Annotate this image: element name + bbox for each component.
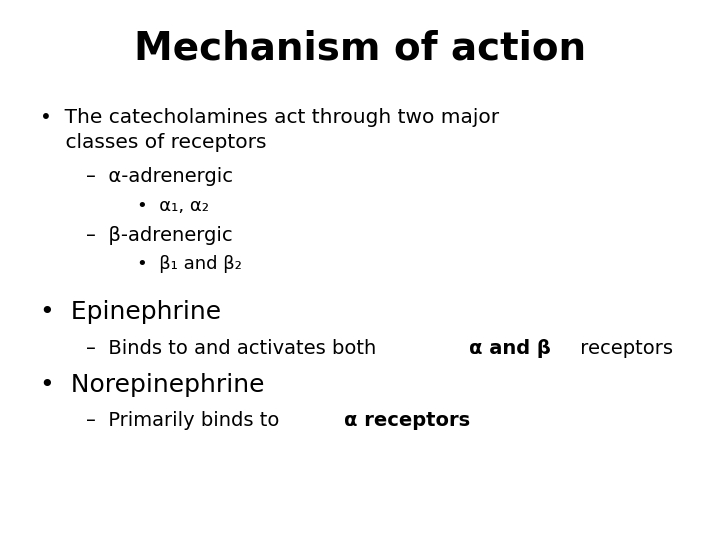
Text: –  Binds to and activates both: – Binds to and activates both [86,339,383,358]
Text: •  β₁ and β₂: • β₁ and β₂ [137,255,242,273]
Text: receptors: receptors [575,339,673,358]
Text: –  Primarily binds to: – Primarily binds to [86,411,286,430]
Text: •  Epinephrine: • Epinephrine [40,300,221,323]
Text: •  Norepinephrine: • Norepinephrine [40,373,264,396]
Text: α receptors: α receptors [344,411,470,430]
Text: •  The catecholamines act through two major
    classes of receptors: • The catecholamines act through two maj… [40,108,499,152]
Text: α and β: α and β [469,339,551,358]
Text: •  α₁, α₂: • α₁, α₂ [137,197,209,215]
Text: –  β-adrenergic: – β-adrenergic [86,226,233,245]
Text: Mechanism of action: Mechanism of action [134,30,586,68]
Text: –  α-adrenergic: – α-adrenergic [86,167,233,186]
